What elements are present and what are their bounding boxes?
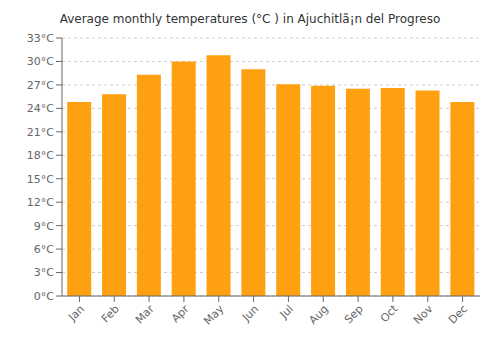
svg-text:Jan: Jan bbox=[65, 302, 87, 324]
svg-text:15°C: 15°C bbox=[27, 173, 54, 186]
svg-text:Sep: Sep bbox=[342, 302, 366, 326]
svg-text:6°C: 6°C bbox=[34, 243, 54, 256]
svg-text:0°C: 0°C bbox=[34, 290, 54, 303]
svg-text:27°C: 27°C bbox=[27, 79, 54, 92]
svg-text:Aug: Aug bbox=[307, 302, 331, 326]
svg-text:May: May bbox=[201, 302, 227, 328]
svg-text:Oct: Oct bbox=[378, 302, 401, 325]
svg-text:12°C: 12°C bbox=[27, 196, 54, 209]
svg-text:Mar: Mar bbox=[133, 302, 157, 326]
svg-text:Jun: Jun bbox=[239, 302, 261, 324]
svg-text:Jul: Jul bbox=[277, 302, 296, 321]
svg-text:Apr: Apr bbox=[169, 302, 192, 325]
svg-text:Feb: Feb bbox=[99, 302, 122, 325]
svg-text:9°C: 9°C bbox=[34, 220, 54, 233]
svg-text:Nov: Nov bbox=[411, 302, 436, 327]
svg-text:21°C: 21°C bbox=[27, 126, 54, 139]
svg-text:18°C: 18°C bbox=[27, 149, 54, 162]
svg-text:3°C: 3°C bbox=[34, 266, 54, 279]
svg-text:30°C: 30°C bbox=[27, 55, 54, 68]
svg-text:33°C: 33°C bbox=[27, 32, 54, 45]
html-text:Average monthly temperatures (: Average monthly temperatures (°C ) in Aj… bbox=[59, 12, 441, 26]
svg-text:24°C: 24°C bbox=[27, 102, 54, 115]
svg-text:Dec: Dec bbox=[446, 302, 470, 326]
